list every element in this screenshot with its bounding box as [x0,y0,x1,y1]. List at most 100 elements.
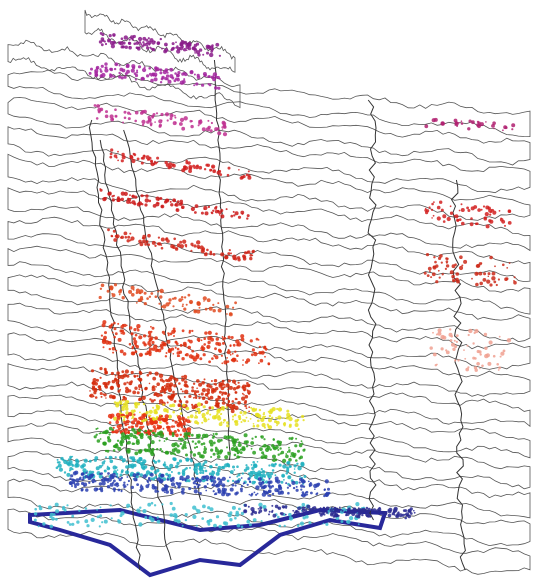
activity-dot [249,257,252,260]
activity-dot [163,419,166,422]
activity-dot [433,353,437,357]
activity-dot [154,461,157,464]
activity-dot [322,513,324,515]
activity-dot [161,205,165,209]
activity-dot [269,415,271,417]
activity-dot [179,122,183,126]
activity-dot [122,69,126,73]
activity-dot [99,367,102,370]
activity-dot [443,220,446,223]
activity-dot [151,502,154,505]
activity-dot [210,129,213,132]
activity-dot [163,463,166,466]
activity-dot [355,502,359,506]
activity-dot [220,413,222,415]
activity-dot [142,68,146,72]
activity-dot [259,447,263,451]
activity-dot [211,357,214,360]
activity-dot [253,425,256,428]
activity-dot [228,349,230,351]
activity-dot [183,421,186,424]
activity-dot [316,492,318,494]
activity-dot [143,110,147,114]
activity-dot [100,377,102,379]
activity-dot [206,45,210,49]
activity-dot [152,484,155,487]
activity-dot [196,446,198,448]
activity-dot [121,490,123,492]
activity-dot [133,375,136,378]
activity-dot [91,518,95,522]
activity-dot [111,517,113,519]
activity-dot [488,219,491,222]
activity-dot [300,489,302,491]
activity-dot [240,451,243,454]
activity-dot [159,68,162,71]
activity-dot [217,416,221,420]
activity-dot [222,342,225,345]
activity-dot [414,512,416,514]
activity-dot [207,75,210,78]
activity-dot [165,414,169,418]
activity-dot [468,329,472,333]
activity-dot [216,452,219,455]
activity-dot [226,424,229,427]
activity-dot [152,49,154,51]
activity-dot [220,209,223,212]
activity-dot [142,459,146,463]
activity-dot [294,464,297,467]
activity-dot [407,515,411,519]
activity-dot [206,249,209,252]
activity-dot [82,463,86,467]
activity-dot [227,388,229,390]
activity-dot [226,406,228,408]
activity-dot [182,404,185,407]
activity-dot [222,380,225,383]
activity-dot [212,77,216,81]
activity-dot [297,450,300,453]
activity-dot [131,428,135,432]
activity-dot [289,516,293,520]
activity-dot [95,74,97,76]
activity-dot [125,387,128,390]
activity-dot [143,334,146,337]
activity-dot [107,192,111,196]
activity-dot [249,481,251,483]
activity-dot [288,513,292,517]
activity-dot [183,375,187,379]
activity-dot [204,168,206,170]
activity-dot [117,323,119,325]
activity-dot [159,403,161,405]
activity-dot [243,394,245,396]
activity-dot [236,455,239,458]
activity-dot [250,407,252,409]
activity-dot [134,387,137,390]
activity-dot [241,446,245,450]
activity-dot [227,252,230,255]
activity-dot [153,393,156,396]
activity-dot [275,479,278,482]
activity-dot [425,208,427,210]
activity-dot [84,459,88,463]
activity-dot [245,395,249,399]
activity-dot [108,341,112,345]
activity-dot [463,349,465,351]
activity-dot [454,359,456,361]
activity-dot [217,439,221,443]
activity-dot [253,352,255,354]
activity-dot [138,335,142,339]
activity-dot [164,466,166,468]
activity-dot [467,209,470,212]
activity-dot [155,295,158,298]
activity-dot [190,451,193,454]
activity-dot [138,398,141,401]
activity-dot [299,478,302,481]
activity-dot [281,451,284,454]
activity-dot [143,195,145,197]
activity-dot [511,123,515,127]
activity-dot [215,43,219,47]
activity-dot [268,489,272,493]
activity-dot [117,425,120,428]
activity-dot [179,241,182,244]
activity-dot [210,396,214,400]
